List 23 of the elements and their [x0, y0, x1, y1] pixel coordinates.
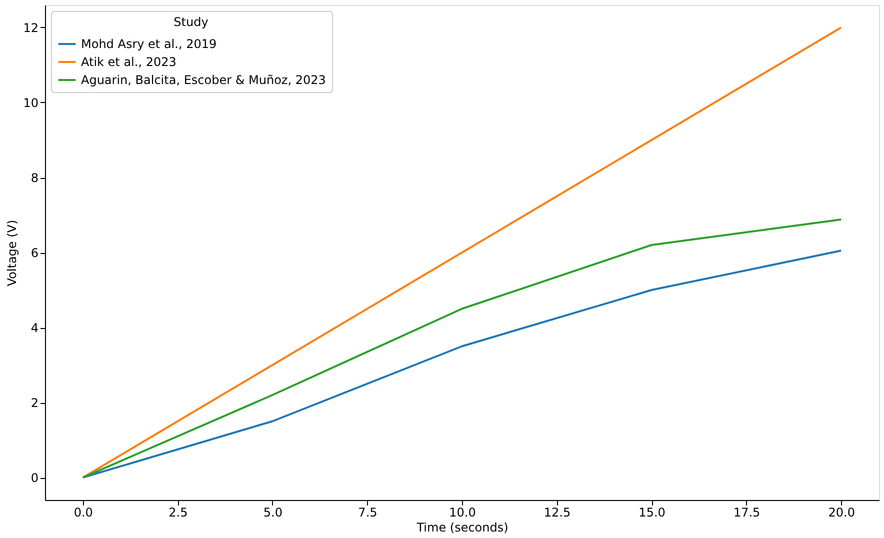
y-tick-label: 2 [30, 396, 38, 410]
y-tick-label: 10 [23, 96, 38, 110]
x-tick-label: 10.0 [449, 506, 476, 520]
y-tick-label: 12 [23, 21, 38, 35]
legend-title: Study [174, 15, 208, 29]
y-axis-title: Voltage (V) [5, 220, 20, 286]
line-series [82, 26, 842, 478]
x-tick-label: 17.5 [733, 506, 760, 520]
x-tick-label: 5.0 [263, 506, 282, 520]
x-tick-label: 12.5 [544, 506, 571, 520]
legend-label: Aguarin, Balcita, Escober & Muñoz, 2023 [81, 73, 326, 87]
legend-label: Mohd Asry et al., 2019 [81, 37, 217, 51]
y-tick-label: 0 [30, 471, 38, 485]
x-tick-label: 2.5 [168, 506, 188, 520]
y-tick-label: 4 [30, 321, 38, 335]
legend-label: Atik et al., 2023 [81, 55, 176, 69]
x-tick-label: 20.0 [828, 506, 855, 520]
x-tick-label: 0.0 [74, 506, 93, 520]
x-tick-label: 7.5 [358, 506, 378, 520]
y-tick-label: 6 [30, 246, 38, 260]
x-axis-title: Time (seconds) [416, 520, 508, 534]
x-tick-label: 15.0 [638, 506, 666, 520]
y-tick-label: 8 [30, 171, 38, 185]
